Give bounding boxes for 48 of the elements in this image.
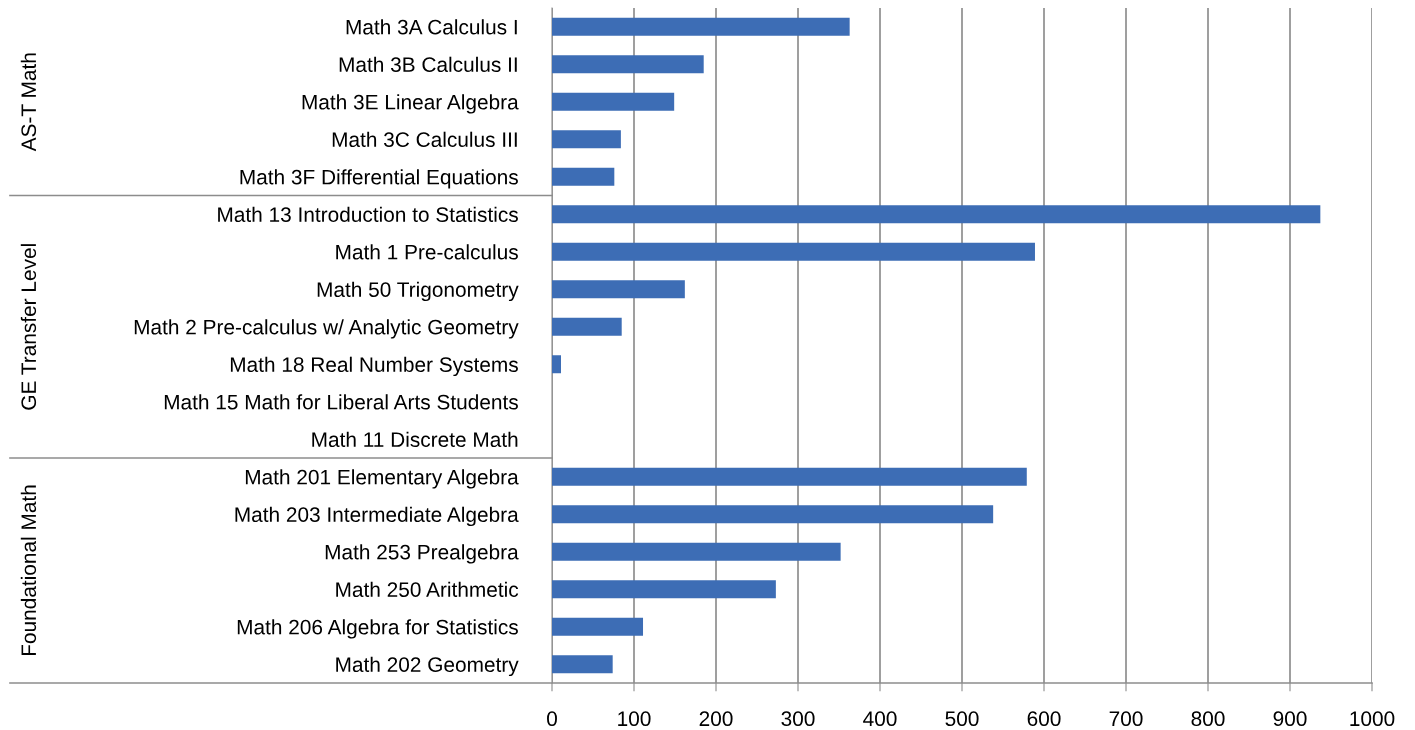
bar <box>552 580 776 599</box>
y-tick-label: Math 250 Arithmetic <box>336 581 519 597</box>
x-tick-label: 500 <box>945 711 979 727</box>
bar <box>552 130 621 149</box>
x-tick-label: 200 <box>699 711 733 727</box>
y-tick-label: Math 201 Elementary Algebra <box>245 469 519 489</box>
y-tick-label: Math 253 Prealgebra <box>325 544 519 564</box>
bar <box>552 505 994 524</box>
bar <box>552 92 675 111</box>
y-tick-label: Math 2 Pre-calculus w/ Analytic Geometry <box>134 319 519 339</box>
y-tick-label: Math 3C Calculus III <box>332 131 517 147</box>
text: AS-T Math <box>20 53 37 152</box>
x-tick-label: 600 <box>1027 711 1061 727</box>
bar <box>552 542 841 561</box>
bar <box>552 617 644 636</box>
y-tick-label: Math 3E Linear Algebra <box>302 94 519 114</box>
bar <box>552 467 1027 486</box>
bar <box>552 55 704 74</box>
x-tick-label: 700 <box>1109 711 1143 727</box>
x-tick-label: 100 <box>618 711 651 727</box>
y-tick-label: Math 206 Algebra for Statistics <box>237 619 518 639</box>
y-tick-label: Math 3A Calculus I <box>346 19 517 35</box>
bar <box>552 280 685 299</box>
y-tick-label: Math 15 Math for Liberal Arts Students <box>164 394 518 410</box>
y-tick-label: Math 11 Discrete Math <box>312 431 518 447</box>
bar <box>552 655 613 674</box>
bar <box>552 205 1321 224</box>
y-tick-label: Math 3B Calculus II <box>339 56 517 72</box>
x-tick-label: 900 <box>1273 711 1307 727</box>
y-tick-label: Math 18 Real Number Systems <box>230 356 518 377</box>
x-tick-label: 400 <box>863 711 897 727</box>
text: GE Transfer Level <box>20 244 37 410</box>
x-tick-label: 300 <box>781 711 815 727</box>
bar <box>552 355 562 374</box>
y-tick-label: Math 13 Introduction to Statistics <box>218 206 518 222</box>
x-tick-label: 1000 <box>1350 711 1395 727</box>
bar <box>552 17 850 36</box>
x-tick-label: 800 <box>1191 711 1225 727</box>
text: Foundational Math <box>20 485 37 656</box>
bar <box>552 242 1035 261</box>
y-tick-label: Math 3F Differential Equations <box>240 169 518 189</box>
y-tick-label: Math 50 Trigonometry <box>317 281 519 302</box>
y-tick-label: Math 1 Pre-calculus <box>336 244 518 260</box>
bar <box>552 167 615 186</box>
y-tick-label: Math 202 Geometry <box>336 656 519 677</box>
bar <box>552 317 622 336</box>
x-tick-label: 0 <box>547 711 557 727</box>
y-tick-label: Math 203 Intermediate Algebra <box>235 506 519 527</box>
